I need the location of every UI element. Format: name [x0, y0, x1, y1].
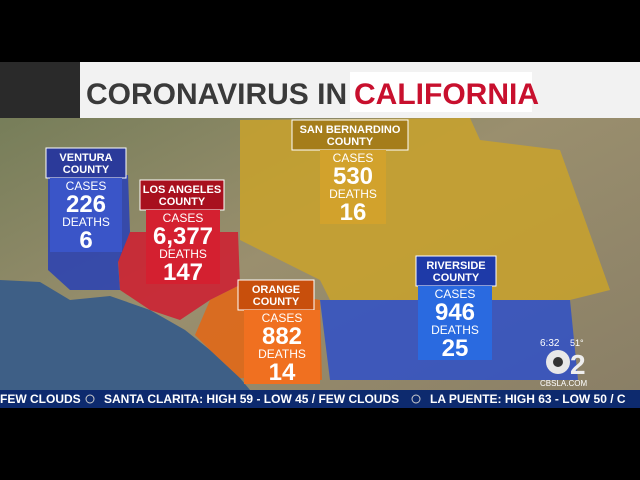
deaths-label: DEATHS [62, 215, 110, 229]
title-highlight-bg [350, 72, 532, 112]
ticker: FEW CLOUDS SANTA CLARITA: HIGH 59 - LOW 4… [0, 392, 626, 406]
deaths-label: DEATHS [431, 323, 479, 337]
ticker-item: SANTA CLARITA: HIGH 59 - LOW 45 / FEW CL… [104, 392, 399, 406]
cases-label: CASES [163, 211, 204, 225]
deaths-label: DEATHS [329, 187, 377, 201]
cases-value: 6,377 [153, 223, 213, 250]
title-highlight: CALIFORNIA [354, 78, 539, 111]
county-name: COUNTY [253, 296, 300, 308]
county-name: RIVERSIDE [426, 260, 485, 272]
cases-label: CASES [262, 311, 303, 325]
temperature: 51° [570, 338, 584, 348]
county-name: COUNTY [433, 272, 480, 284]
cases-value: 946 [435, 299, 475, 326]
ticker-item: LA PUENTE: HIGH 63 - LOW 50 / C [430, 392, 626, 406]
county-name: COUNTY [327, 136, 374, 148]
stats-bg [320, 150, 386, 224]
cases-value: 226 [66, 191, 106, 218]
title-lead: CORONAVIRUS IN [86, 78, 347, 111]
cases-value: 530 [333, 163, 373, 190]
stats-bg [146, 210, 220, 284]
title-bar [0, 62, 640, 118]
county-label-bg [45, 147, 127, 179]
stats-bg [418, 286, 492, 360]
ticker-separator [85, 394, 95, 404]
cases-label: CASES [435, 287, 476, 301]
clock: 6:32 [540, 338, 560, 349]
deaths-label: DEATHS [258, 347, 306, 361]
site: CBSLA.COM [540, 379, 587, 388]
deaths-value: 14 [269, 359, 296, 386]
cases-value: 882 [262, 323, 302, 350]
deaths-value: 6 [79, 227, 92, 254]
ocean [0, 280, 250, 390]
county-label-bg [291, 119, 409, 151]
county-name: COUNTY [63, 164, 110, 176]
deaths-value: 16 [340, 199, 367, 226]
deaths-label: DEATHS [159, 247, 207, 261]
county-name: SAN BERNARDINO [300, 124, 401, 136]
cases-label: CASES [66, 179, 107, 193]
ticker-item: FEW CLOUDS [0, 392, 81, 406]
county-label-bg [237, 279, 315, 311]
county-name: ORANGE [252, 284, 300, 296]
stats-bg [244, 310, 320, 384]
deaths-value: 25 [442, 335, 469, 362]
stats-bg [50, 178, 122, 252]
county-name: COUNTY [159, 196, 206, 208]
deaths-value: 147 [163, 259, 203, 286]
cbs-eye-pupil [553, 357, 563, 367]
ticker-separator [411, 394, 421, 404]
cases-label: CASES [333, 151, 374, 165]
channel-logo: 2 [570, 349, 586, 380]
county-name: VENTURA [59, 152, 112, 164]
ticker-bar [0, 390, 640, 408]
county-name: LOS ANGELES [143, 184, 221, 196]
title-bar-left [0, 62, 80, 118]
